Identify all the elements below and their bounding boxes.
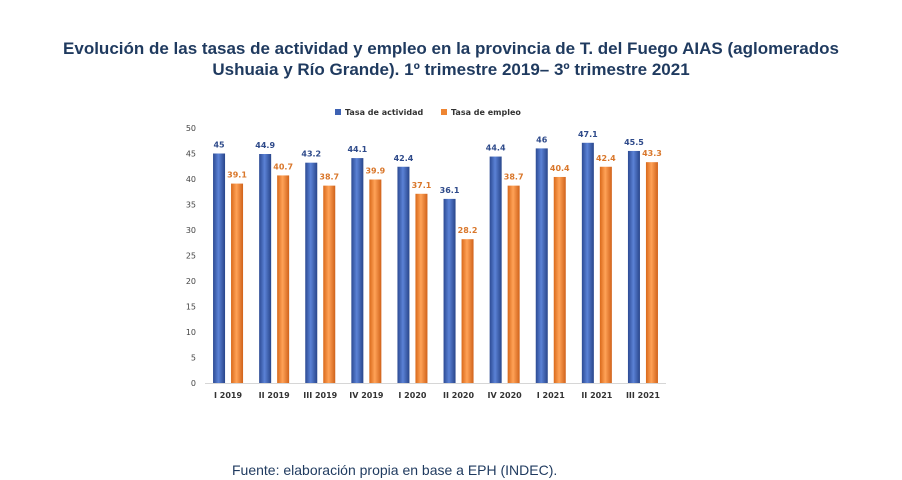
data-label: 28.2 — [458, 226, 478, 235]
y-tick-label: 45 — [186, 150, 196, 159]
data-label: 46 — [536, 135, 548, 144]
data-label: 44.4 — [486, 144, 506, 153]
data-label: 39.1 — [227, 171, 247, 180]
x-tick-label: II 2019 — [259, 391, 290, 400]
legend-label: Tasa de actividad — [345, 108, 423, 117]
x-tick-label: II 2021 — [581, 391, 612, 400]
y-tick-label: 10 — [186, 328, 196, 337]
data-label: 38.7 — [319, 173, 339, 182]
legend: Tasa de actividad Tasa de empleo — [335, 108, 521, 117]
bar-empleo — [645, 162, 658, 383]
legend-label: Tasa de empleo — [451, 108, 521, 117]
bar-empleo — [369, 179, 382, 383]
bar-empleo — [599, 166, 612, 383]
bar-empleo — [277, 175, 290, 383]
data-label: 43.3 — [642, 149, 662, 158]
bar-actividad — [489, 156, 502, 383]
chart-title: Evolución de las tasas de actividad y em… — [63, 39, 839, 79]
bar-actividad — [443, 198, 456, 383]
data-label: 37.1 — [412, 181, 432, 190]
x-tick-label: I 2020 — [398, 391, 426, 400]
y-tick-label: 35 — [186, 201, 196, 210]
y-tick-label: 15 — [186, 303, 196, 312]
x-tick-label: I 2021 — [537, 391, 565, 400]
y-axis: 0 5 10 15 20 25 30 35 40 45 50 — [186, 124, 196, 388]
x-tick-label: IV 2019 — [349, 391, 384, 400]
x-tick-label: II 2020 — [443, 391, 474, 400]
data-label: 45 — [213, 141, 225, 150]
x-tick-label: III 2021 — [626, 391, 660, 400]
legend-swatch — [335, 109, 341, 115]
data-label: 40.4 — [550, 164, 570, 173]
data-label: 40.7 — [273, 162, 293, 171]
bar-empleo — [323, 185, 336, 383]
y-tick-label: 5 — [191, 354, 196, 363]
data-label: 42.4 — [596, 154, 616, 163]
bar-empleo — [507, 185, 520, 383]
data-label: 36.1 — [440, 186, 460, 195]
x-tick-label: I 2019 — [214, 391, 242, 400]
bar-actividad — [305, 162, 318, 383]
bar-empleo — [553, 176, 566, 383]
bar-empleo — [461, 239, 474, 383]
bar-actividad — [535, 148, 548, 383]
data-label: 44.9 — [255, 141, 275, 150]
y-tick-label: 25 — [186, 252, 196, 261]
y-tick-label: 30 — [186, 226, 196, 235]
bar-actividad — [627, 150, 640, 383]
y-tick-label: 20 — [186, 277, 196, 286]
data-label: 42.4 — [394, 154, 414, 163]
x-tick-label: IV 2020 — [488, 391, 523, 400]
y-tick-label: 50 — [186, 124, 196, 133]
bar-actividad — [213, 153, 226, 383]
data-label: 44.1 — [347, 145, 367, 154]
data-label: 43.2 — [301, 150, 321, 159]
bar-actividad — [397, 166, 410, 383]
bar-actividad — [259, 154, 272, 383]
y-tick-label: 40 — [186, 175, 196, 184]
data-label: 47.1 — [578, 130, 598, 139]
bar-actividad — [351, 158, 364, 383]
x-axis: I 2019 II 2019 III 2019 IV 2019 I 2020 II 202… — [205, 383, 666, 400]
y-tick-label: 0 — [191, 379, 196, 388]
data-label: 45.5 — [624, 138, 644, 147]
bars: 45 39.1 44.9 40.7 43.2 38.7 44.1 39.9 42.4 37.1 36… — [213, 130, 662, 383]
legend-swatch — [441, 109, 447, 115]
source-note: Fuente: elaboración propia en base a EPH… — [232, 462, 558, 478]
bar-actividad — [581, 142, 594, 383]
data-label: 38.7 — [504, 173, 524, 182]
bar-empleo — [231, 183, 244, 383]
bar-empleo — [415, 193, 428, 383]
data-label: 39.9 — [365, 167, 385, 176]
x-tick-label: III 2019 — [303, 391, 337, 400]
